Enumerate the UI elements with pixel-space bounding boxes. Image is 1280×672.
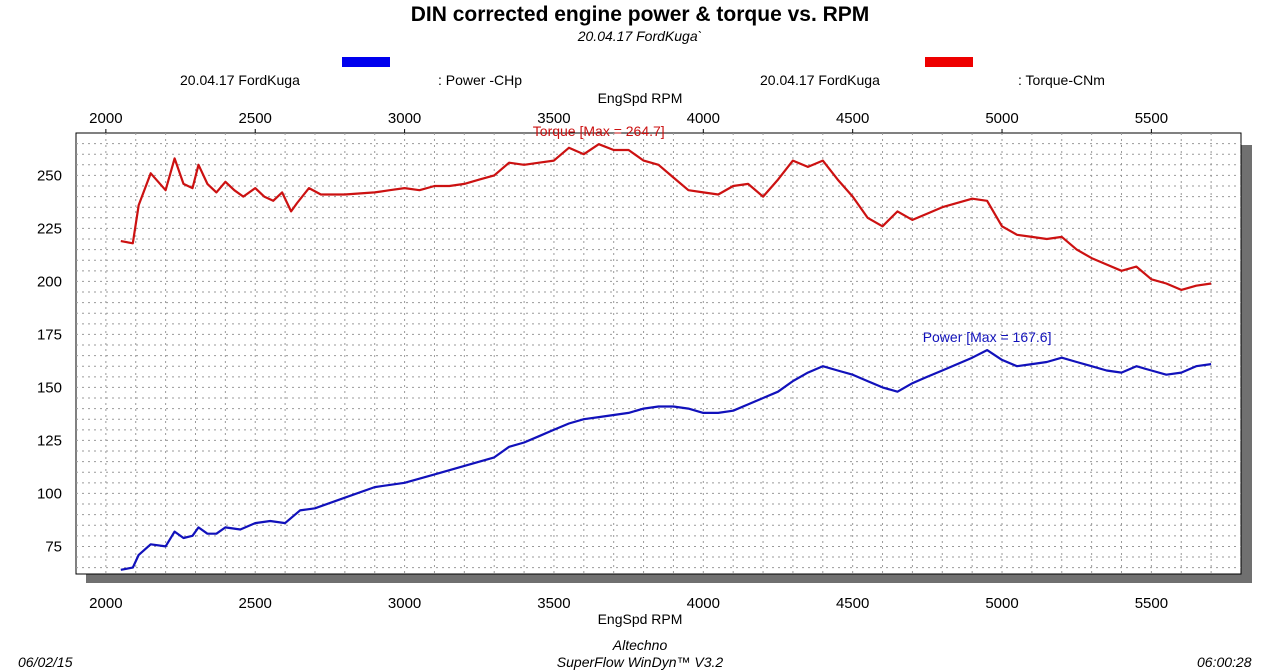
power-line xyxy=(120,349,1212,571)
axis-ticks: 2000 2000 2500 2500 3000 3000 3500 3500 4000 4000… xyxy=(37,110,1168,612)
footer-date: 06/02/15 xyxy=(18,654,73,670)
chart-subtitle: 20.04.17 FordKuga` xyxy=(577,28,703,44)
footer-software: SuperFlow WinDyn™ V3.2 xyxy=(556,654,724,670)
torque-max-annotation: Torque [Max = 264.7] xyxy=(533,123,665,139)
plot-area xyxy=(75,132,1242,575)
x-tick-label-top: 2000 xyxy=(89,110,122,127)
y-tick-label: 75 xyxy=(45,538,62,555)
y-tick-label: 100 xyxy=(37,485,62,502)
x-axis-title-bottom: EngSpd RPM xyxy=(597,611,683,627)
x-tick-label-bottom: 3000 xyxy=(388,595,421,612)
x-tick-label-bottom: 3500 xyxy=(537,595,570,612)
y-tick-label: 225 xyxy=(37,220,62,237)
x-tick-label-bottom: 2500 xyxy=(239,595,272,612)
torque-legend-swatch xyxy=(925,57,973,67)
x-tick-label-bottom: 2000 xyxy=(89,595,122,612)
power-legend-swatch xyxy=(342,57,390,67)
footer-company: Altechno xyxy=(612,637,668,653)
x-tick-label-top: 5500 xyxy=(1135,110,1168,127)
x-tick-label-top: 5000 xyxy=(985,110,1018,127)
y-tick-label: 250 xyxy=(37,167,62,184)
x-tick-label-bottom: 5000 xyxy=(985,595,1018,612)
torque-legend-label: : Torque-CNm xyxy=(1018,72,1105,88)
x-tick-label-bottom: 5500 xyxy=(1135,595,1168,612)
y-tick-label: 150 xyxy=(37,379,62,396)
power-max-annotation: Power [Max = 167.6] xyxy=(923,329,1052,345)
x-tick-label-bottom: 4000 xyxy=(687,595,720,612)
footer-time: 06:00:28 xyxy=(1197,654,1252,670)
x-tick-label-top: 4500 xyxy=(836,110,869,127)
y-tick-label: 125 xyxy=(37,432,62,449)
chart-title: DIN corrected engine power & torque vs. … xyxy=(410,3,870,26)
x-tick-label-top: 3500 xyxy=(537,110,570,127)
torque-legend-run: 20.04.17 FordKuga xyxy=(760,72,880,88)
x-tick-label-top: 3000 xyxy=(388,110,421,127)
x-tick-label-bottom: 4500 xyxy=(836,595,869,612)
annotations: Torque [Max = 264.7] Power [Max = 167.6] xyxy=(533,123,1052,345)
x-axis-title-top: EngSpd RPM xyxy=(597,90,683,106)
y-tick-label: 175 xyxy=(37,326,62,343)
x-tick-label-top: 2500 xyxy=(239,110,272,127)
x-tick-label-top: 4000 xyxy=(687,110,720,127)
torque-line xyxy=(120,143,1212,291)
power-legend-run: 20.04.17 FordKuga xyxy=(180,72,300,88)
power-legend-label: : Power -CHp xyxy=(438,72,523,88)
y-tick-label: 200 xyxy=(37,273,62,290)
series-lines xyxy=(120,143,1212,571)
grid xyxy=(76,133,1241,574)
